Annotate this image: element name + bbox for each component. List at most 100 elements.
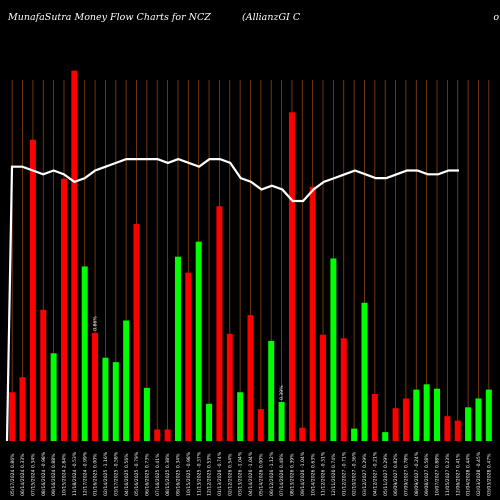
bar-up — [102, 357, 109, 441]
x-tick-label: 07/15/2024 0.34% — [31, 453, 37, 496]
x-tick-label: 04/12/2027 -0.21% — [372, 451, 378, 496]
x-tick-label: 12/06/2027 0.41% — [455, 453, 461, 496]
bar-up — [278, 402, 285, 441]
x-tick-label: 01/04/2028 0.44% — [466, 453, 472, 496]
x-tick-label: 09/16/2025 0.34% — [176, 453, 182, 496]
bar-up — [434, 388, 441, 441]
bar-up — [465, 407, 472, 441]
x-tick-label: 12/17/2024 -0.99% — [82, 451, 88, 496]
bar-value-label: 0.39% — [279, 385, 285, 400]
bar-down — [19, 377, 26, 441]
x-tick-label: 07/14/2026 0.48% — [279, 453, 285, 496]
bar-up — [195, 241, 202, 441]
bar-up — [81, 266, 88, 441]
bar-up — [174, 256, 181, 441]
bar-down — [226, 333, 233, 441]
x-tick-label: 10/07/2027 0.88% — [435, 453, 441, 496]
bar-up — [330, 258, 337, 441]
x-tick-label: 03/12/2027 0.29% — [362, 453, 368, 496]
x-tick-label: 08/16/2024 -0.98% — [41, 451, 47, 496]
x-tick-label: 03/17/2025 -0.58% — [113, 451, 119, 496]
chart-title-company: (AllianzGI C onver — [242, 12, 500, 23]
bar-up — [475, 398, 482, 441]
x-tick-label: 10/15/2025 -0.98% — [186, 451, 192, 496]
x-tick-label: 11/12/2026 -0.31% — [321, 451, 327, 496]
x-tick-label: 12/11/2026 0.74% — [331, 453, 337, 496]
x-tick-label: 01/13/2026 -0.74% — [217, 451, 223, 496]
x-tick-label: 03/03/2028 0.47% — [486, 453, 492, 496]
bar-down — [257, 409, 264, 441]
x-tick-label: 09/08/2027 0.58% — [424, 453, 430, 496]
bar-up — [485, 389, 492, 441]
bar-value-label: 0.86% — [93, 316, 99, 331]
x-tick-label: 09/14/2026 -1.04% — [300, 451, 306, 496]
x-tick-label: 11/05/2027 0.23% — [445, 453, 451, 496]
bar-annotations: 0.86% 0.39% — [93, 316, 286, 400]
bar-down — [402, 398, 409, 441]
bar-down — [247, 315, 254, 441]
bar-down — [288, 112, 295, 442]
x-tick-label: 05/17/2024 0.86% — [10, 453, 16, 496]
bar-up — [206, 403, 213, 441]
x-tick-label: 06/12/2026 -1.12% — [269, 451, 275, 496]
bar-down — [164, 429, 171, 441]
bar-down — [154, 429, 161, 441]
x-tick-label: 09/16/2024 0.88% — [51, 453, 57, 496]
bar-down — [320, 334, 327, 441]
x-tick-label: 02/03/2028 -0.45% — [476, 451, 482, 496]
x-tick-label: 12/12/2025 0.53% — [207, 453, 213, 496]
bar-up — [268, 340, 275, 441]
x-tick-label: 05/14/2026 0.00% — [258, 453, 264, 496]
bar-up — [382, 432, 389, 441]
bar-down — [29, 139, 36, 441]
bar-down — [92, 332, 99, 441]
bar-up — [50, 353, 57, 441]
x-tick-label: 02/12/2026 0.54% — [227, 453, 233, 496]
bar-down — [309, 186, 316, 441]
x-tick-label: 11/13/2025 -0.37% — [196, 451, 202, 496]
chart-title: MunafaSutra Money Flow Charts for NCZ — [7, 12, 211, 23]
x-tick-label: 02/10/2027 -0.36% — [352, 451, 358, 496]
x-tick-label: 07/16/2025 0.41% — [155, 453, 161, 496]
x-tick-label: 07/09/2027 0.78% — [404, 453, 410, 496]
bar-down — [185, 272, 192, 441]
bar-up — [351, 428, 358, 441]
bar-series — [9, 70, 492, 442]
bar-down — [371, 394, 378, 441]
x-tick-label: 05/11/2027 0.29% — [383, 453, 389, 496]
x-tick-label: 05/16/2025 -0.79% — [134, 451, 140, 496]
x-tick-label: 03/13/2026 -1.04% — [238, 451, 244, 496]
trend-line — [5, 157, 459, 442]
bar-up — [361, 302, 368, 441]
bar-up — [413, 389, 420, 441]
x-tick-label: 01/16/2025 0.00% — [93, 453, 99, 496]
x-tick-label: 06/16/2025 0.73% — [144, 453, 150, 496]
bar-down — [299, 427, 306, 441]
bar-up — [423, 384, 430, 441]
bar-down — [9, 392, 16, 441]
x-axis-tick-labels: 05/17/2024 0.86% 06/14/2024 0.33% 07/15/20… — [10, 451, 493, 496]
bar-up — [123, 320, 130, 441]
x-tick-label: 02/14/2025 -1.16% — [103, 451, 109, 496]
bar-down — [340, 338, 347, 441]
bar-down — [133, 223, 140, 441]
bar-down — [71, 70, 78, 441]
x-tick-label: 01/12/2027 -0.71% — [341, 451, 347, 496]
bar-down — [392, 408, 399, 441]
x-tick-label: 08/13/2026 0.39% — [290, 453, 296, 496]
bar-up — [237, 392, 244, 441]
x-tick-label: 04/14/2026 -1.04% — [248, 451, 254, 496]
x-tick-label: 10/14/2026 0.63% — [310, 453, 316, 496]
x-tick-label: 10/15/2024 2.84% — [62, 453, 68, 496]
bar-down — [216, 206, 223, 441]
x-tick-label: 04/16/2025 0.56% — [124, 453, 130, 496]
x-tick-label: 06/09/2027 0.82% — [393, 453, 399, 496]
x-tick-label: 08/15/2025 0.38% — [165, 453, 171, 496]
x-tick-label: 11/18/2024 -0.53% — [72, 451, 78, 496]
bar-down — [40, 309, 47, 441]
bar-up — [112, 362, 119, 441]
x-tick-label: 06/14/2024 0.33% — [20, 453, 26, 496]
bar-up — [143, 387, 150, 441]
bar-down — [444, 416, 451, 441]
